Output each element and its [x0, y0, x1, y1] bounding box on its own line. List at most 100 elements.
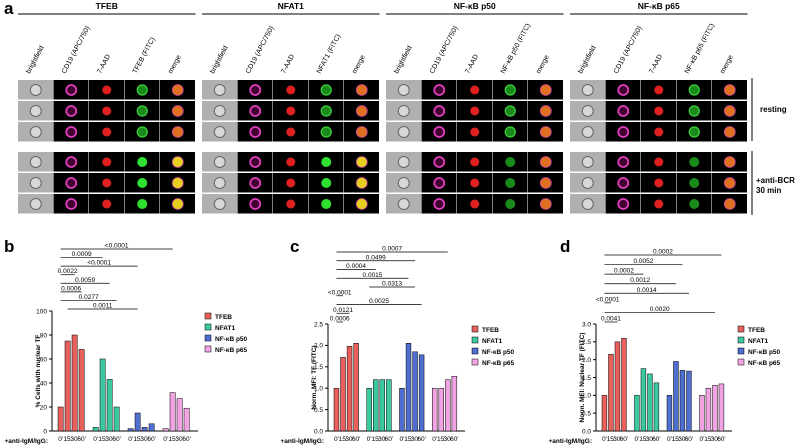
column-header: NF-κB p65 (FITC): [684, 23, 716, 75]
x-tick-label: 0': [128, 436, 133, 443]
x-tick-label: 15': [168, 436, 176, 443]
bar: [712, 385, 718, 432]
cell: [102, 85, 112, 95]
cell: [581, 177, 594, 189]
cell: [65, 156, 78, 168]
bar: [438, 387, 444, 432]
cell: [504, 105, 516, 117]
x-tick-label: 0': [700, 436, 705, 443]
cell: [617, 156, 630, 168]
x-tick-label: 30': [646, 436, 654, 443]
bar: [405, 343, 412, 432]
legend-label: TFEB: [482, 327, 499, 334]
cell: [617, 126, 630, 138]
column-header: brightfield: [393, 45, 413, 75]
cell: [320, 84, 332, 96]
cell: [581, 126, 594, 138]
p-value: 0.0004: [346, 263, 366, 270]
x-tick-label: 60': [352, 436, 360, 443]
cell: [65, 84, 78, 96]
cell: [470, 178, 480, 188]
p-value: <0.0001: [328, 289, 352, 296]
cell: [29, 156, 42, 168]
cell: [320, 105, 332, 117]
cell: [171, 198, 184, 210]
x-tick-label: 0': [602, 436, 607, 443]
x-tick-label: 60': [182, 436, 190, 443]
legend-swatch: [471, 347, 479, 355]
x-tick-label: 0': [667, 436, 672, 443]
cell: [213, 198, 226, 210]
cell: [321, 199, 332, 209]
y-tick-label: 2.5: [582, 339, 591, 346]
x-tick-label: 30': [345, 436, 353, 443]
bar: [647, 373, 653, 432]
cell: [470, 127, 480, 137]
cell: [654, 106, 664, 116]
bar: [353, 343, 359, 432]
y-tick-label: 2.0: [314, 343, 323, 350]
x-axis-label: +anti-IgM/IgG:: [548, 438, 592, 445]
condition-label: resting: [760, 105, 787, 114]
p-value: 0.0006: [330, 316, 350, 323]
bar: [106, 379, 113, 432]
cell: [249, 156, 262, 168]
x-tick-label: 0': [93, 436, 98, 443]
cell: [723, 84, 736, 96]
cell: [723, 105, 736, 117]
p-value: 0.0015: [363, 272, 383, 279]
cell: [539, 84, 552, 96]
bar: [418, 354, 425, 432]
legend-swatch: [737, 325, 745, 333]
p-value: 0.0002: [614, 268, 634, 275]
p-value: <0.0001: [105, 243, 129, 250]
cell: [321, 178, 332, 188]
x-tick-label: 60': [112, 436, 120, 443]
cell: [688, 84, 700, 96]
cell: [102, 157, 112, 167]
bar: [162, 428, 169, 432]
bar: [373, 379, 379, 432]
bar: [169, 392, 176, 432]
x-tick-label: 15': [339, 436, 347, 443]
p-value: 0.0499: [366, 254, 386, 261]
x-tick-label: 60': [717, 436, 725, 443]
y-tick-label: 0: [43, 428, 47, 435]
bar: [113, 406, 120, 432]
x-tick-label: 30': [444, 436, 452, 443]
cell: [539, 105, 552, 117]
bar: [71, 334, 78, 432]
x-tick-label: 60': [147, 436, 155, 443]
bar: [78, 349, 85, 432]
cell: [617, 84, 630, 96]
column-header: CD19 (APC/750): [245, 25, 276, 75]
column-header: 7-AAD: [280, 53, 296, 74]
y-tick-label: 100: [36, 308, 47, 315]
p-value: 0.0022: [58, 268, 78, 275]
cell: [723, 177, 736, 189]
cell: [397, 177, 410, 189]
bar: [673, 361, 679, 432]
cell: [355, 126, 368, 138]
cell: [171, 84, 184, 96]
column-header: brightfield: [209, 45, 229, 75]
cell: [581, 105, 594, 117]
x-tick-label: 30': [711, 436, 719, 443]
x-tick-label: 30': [175, 436, 183, 443]
cell: [617, 177, 630, 189]
cell: [470, 157, 480, 167]
column-header: merge: [167, 54, 183, 75]
column-header: 7-AAD: [96, 53, 112, 74]
cell: [433, 84, 446, 96]
cell: [654, 127, 664, 137]
cell: [286, 127, 296, 137]
cell: [65, 177, 78, 189]
cell: [29, 126, 42, 138]
cell: [355, 84, 368, 96]
p-value: <0.0001: [87, 260, 111, 267]
cell: [654, 157, 664, 167]
column-header: NFAT1 (FITC): [316, 33, 343, 75]
x-tick-label: 60': [417, 436, 425, 443]
cell: [433, 105, 446, 117]
p-value: 0.0011: [93, 303, 113, 310]
